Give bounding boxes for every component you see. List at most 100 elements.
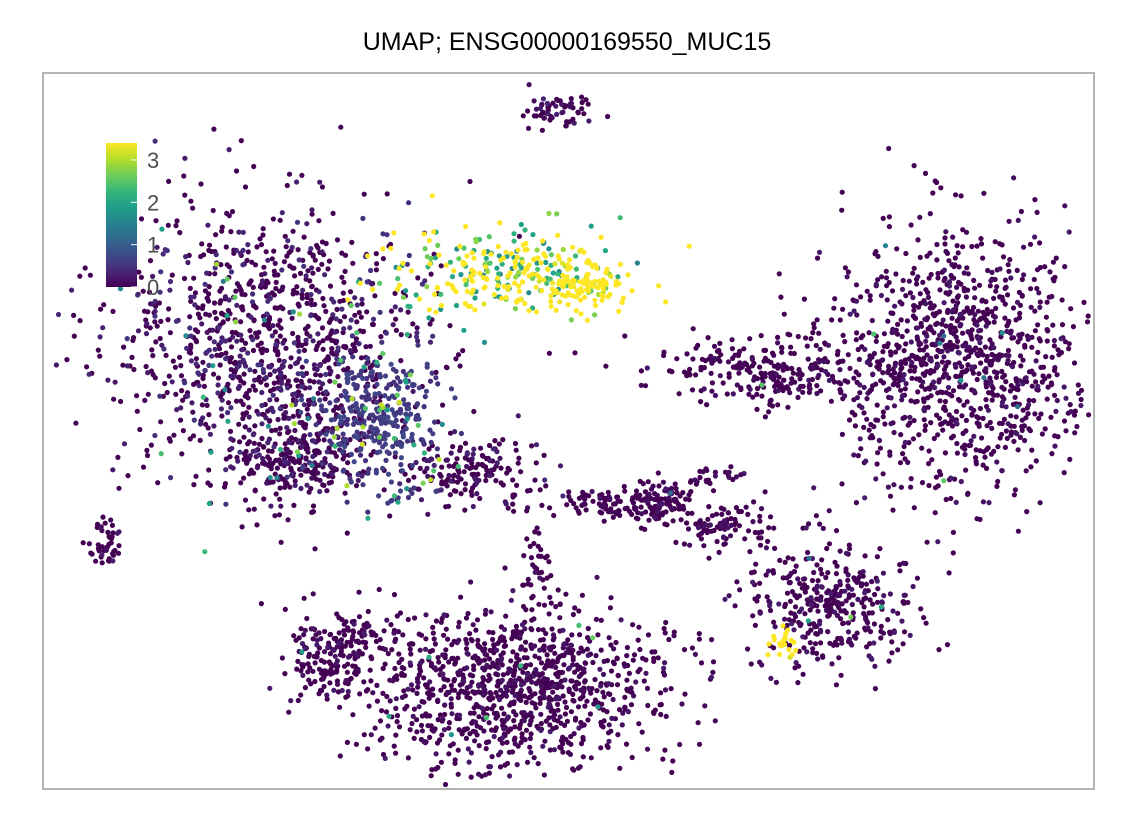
scatter-point xyxy=(981,190,987,196)
scatter-point xyxy=(805,356,811,362)
scatter-point xyxy=(1048,414,1054,420)
scatter-point xyxy=(215,375,221,381)
scatter-point xyxy=(716,549,722,556)
scatter-point xyxy=(165,222,171,228)
scatter-point xyxy=(622,333,628,339)
scatter-point xyxy=(901,443,907,450)
scatter-point xyxy=(283,244,289,250)
scatter-point xyxy=(274,397,280,403)
scatter-point xyxy=(1006,318,1012,324)
scatter-point xyxy=(398,455,404,461)
scatter-point xyxy=(1042,376,1048,382)
scatter-point xyxy=(239,347,245,353)
scatter-point xyxy=(299,371,305,377)
scatter-point xyxy=(605,489,611,495)
scatter-point xyxy=(448,704,454,710)
scatter-point xyxy=(816,330,822,336)
scatter-point xyxy=(274,465,280,471)
scatter-point xyxy=(405,686,411,692)
scatter-point xyxy=(548,708,554,714)
scatter-point xyxy=(505,505,511,511)
scatter-point xyxy=(480,675,486,681)
scatter-point xyxy=(593,616,600,623)
scatter-point xyxy=(520,669,526,675)
scatter-point xyxy=(339,274,345,280)
scatter-point xyxy=(501,711,507,717)
scatter-point xyxy=(839,640,845,646)
scatter-point xyxy=(571,767,577,773)
scatter-point xyxy=(962,442,968,448)
scatter-point xyxy=(1034,285,1040,292)
scatter-point xyxy=(652,649,658,655)
scatter-point xyxy=(373,251,379,257)
scatter-point xyxy=(258,601,264,607)
scatter-point xyxy=(191,275,197,281)
scatter-point xyxy=(273,285,279,292)
scatter-point xyxy=(733,365,739,371)
scatter-point xyxy=(890,608,896,614)
scatter-point xyxy=(873,338,879,344)
scatter-point xyxy=(523,662,529,668)
scatter-point xyxy=(295,697,301,704)
scatter-point xyxy=(189,400,195,406)
scatter-point xyxy=(181,173,187,179)
scatter-point xyxy=(851,452,857,458)
scatter-point xyxy=(535,627,542,633)
scatter-point xyxy=(886,145,892,152)
scatter-point xyxy=(344,639,350,646)
scatter-point xyxy=(879,274,885,280)
scatter-point xyxy=(805,549,811,556)
scatter-point xyxy=(532,643,538,649)
scatter-point xyxy=(985,445,991,451)
scatter-point xyxy=(491,733,497,740)
scatter-point xyxy=(157,393,163,399)
scatter-point xyxy=(528,555,535,561)
scatter-point xyxy=(734,579,740,585)
scatter-point xyxy=(611,646,617,652)
scatter-point xyxy=(365,355,371,361)
scatter-point xyxy=(703,527,710,533)
scatter-point xyxy=(965,329,971,335)
scatter-point xyxy=(586,685,592,691)
scatter-point xyxy=(287,364,293,370)
scatter-point xyxy=(944,642,951,648)
scatter-point xyxy=(894,381,901,387)
scatter-point xyxy=(580,501,587,507)
scatter-point xyxy=(920,379,926,385)
scatter-point xyxy=(395,629,402,635)
scatter-point xyxy=(248,278,254,284)
scatter-point xyxy=(809,577,816,584)
scatter-point xyxy=(528,731,534,737)
scatter-point xyxy=(948,475,954,481)
scatter-point xyxy=(1066,341,1072,347)
scatter-point xyxy=(167,278,174,285)
scatter-point xyxy=(864,416,870,422)
scatter-point xyxy=(299,172,305,178)
scatter-point xyxy=(225,400,232,406)
scatter-point xyxy=(498,749,504,755)
scatter-point xyxy=(590,498,596,504)
scatter-point xyxy=(814,317,820,323)
scatter-point xyxy=(319,184,325,190)
scatter-point xyxy=(989,425,995,431)
scatter-point xyxy=(641,678,647,684)
scatter-point xyxy=(686,492,692,498)
scatter-point xyxy=(1029,383,1035,389)
scatter-point xyxy=(532,477,538,483)
scatter-point xyxy=(687,372,693,378)
scatter-point xyxy=(533,705,539,711)
scatter-point xyxy=(741,470,747,477)
scatter-point xyxy=(955,250,961,256)
scatter-point xyxy=(516,233,523,239)
scatter-point xyxy=(269,256,275,262)
scatter-point xyxy=(693,372,699,378)
scatter-point xyxy=(211,371,217,377)
scatter-point xyxy=(872,591,878,598)
scatter-point xyxy=(530,562,536,568)
scatter-point xyxy=(730,476,736,483)
scatter-point xyxy=(174,218,180,224)
scatter-point xyxy=(514,482,520,488)
scatter-point xyxy=(414,690,420,697)
scatter-point xyxy=(1075,390,1082,396)
